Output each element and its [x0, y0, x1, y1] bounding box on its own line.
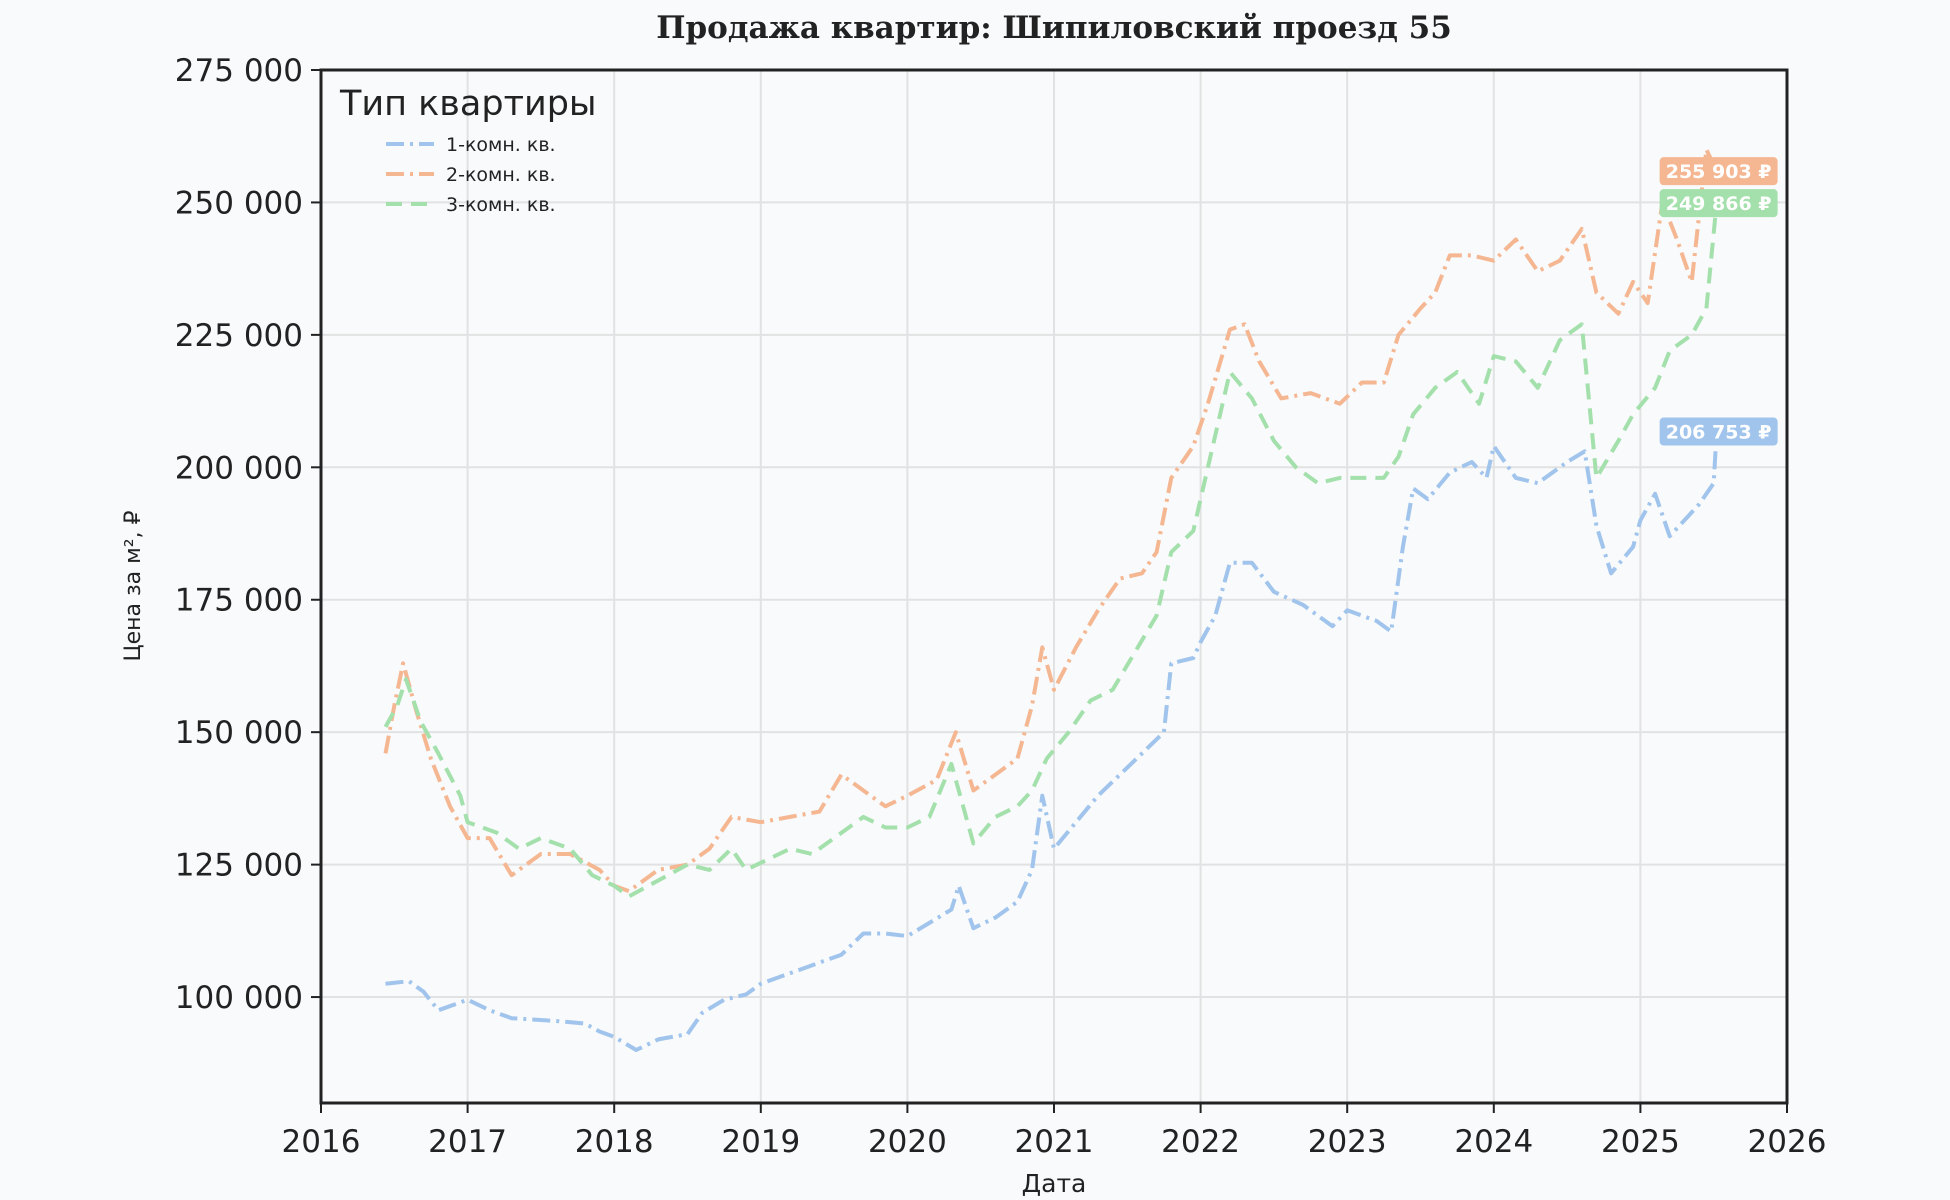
series-line-2 [383, 147, 1719, 894]
x-tick-label: 2025 [1601, 1124, 1680, 1160]
legend-item-3: 3-комн. кв. [386, 194, 556, 216]
series-lines [383, 147, 1719, 1052]
y-tick-label: 150 000 [175, 715, 303, 751]
x-tick-label: 2022 [1161, 1124, 1240, 1160]
legend-item-1: 1-комн. кв. [386, 134, 556, 156]
x-tick-label: 2023 [1308, 1124, 1387, 1160]
x-tick-label: 2018 [575, 1124, 654, 1160]
end-label-3: 249 866 ₽ [1659, 189, 1778, 218]
x-tick-label: 2021 [1015, 1124, 1094, 1160]
x-axis-label: Дата [1022, 1169, 1087, 1198]
y-axis: 100 000 125 000 150 000 175 000 200 000 225 0… [175, 53, 321, 1016]
legend-label: 2-комн. кв. [446, 164, 556, 186]
legend-title: Тип квартиры [339, 84, 597, 124]
x-tick-label: 2024 [1454, 1124, 1533, 1160]
y-axis-label: Цена за м², ₽ [121, 510, 146, 661]
end-labels: 206 753 ₽ 255 903 ₽ 249 866 ₽ [1659, 157, 1778, 446]
series-line-3 [383, 202, 1719, 899]
end-label-2: 255 903 ₽ [1659, 157, 1778, 186]
end-label-text: 255 903 ₽ [1666, 161, 1772, 183]
x-tick-label: 2019 [721, 1124, 800, 1160]
legend-label: 3-комн. кв. [446, 194, 556, 216]
legend-label: 1-комн. кв. [446, 134, 556, 156]
grid-lines [320, 69, 1788, 1103]
y-tick-label: 100 000 [175, 980, 303, 1016]
end-label-box [1659, 417, 1778, 446]
x-tick-label: 2016 [282, 1124, 361, 1160]
chart-title: Продажа квартир: Шипиловский проезд 55 [656, 10, 1452, 46]
y-tick-label: 175 000 [175, 583, 303, 619]
y-tick-label: 225 000 [175, 318, 303, 354]
end-label-box [1659, 189, 1778, 218]
x-tick-label: 2020 [868, 1124, 947, 1160]
legend-item-2: 2-комн. кв. [386, 164, 556, 186]
x-axis: 2016 2017 2018 2019 2020 2021 2022 2023 2024 2025… [282, 1103, 1827, 1160]
x-tick-label: 2026 [1748, 1124, 1827, 1160]
end-label-text: 206 753 ₽ [1666, 422, 1772, 444]
x-tick-label: 2017 [428, 1124, 507, 1160]
y-tick-label: 200 000 [175, 450, 303, 486]
legend: Тип квартиры 1-комн. кв. 2-комн. кв. 3-ком… [339, 84, 597, 216]
end-label-1: 206 753 ₽ [1659, 417, 1778, 446]
y-tick-label: 125 000 [175, 848, 303, 884]
series-line-1 [385, 431, 1719, 1052]
y-tick-label: 275 000 [175, 53, 303, 89]
end-label-text: 249 866 ₽ [1666, 193, 1772, 215]
end-label-box [1659, 157, 1778, 186]
y-tick-label: 250 000 [175, 185, 303, 221]
